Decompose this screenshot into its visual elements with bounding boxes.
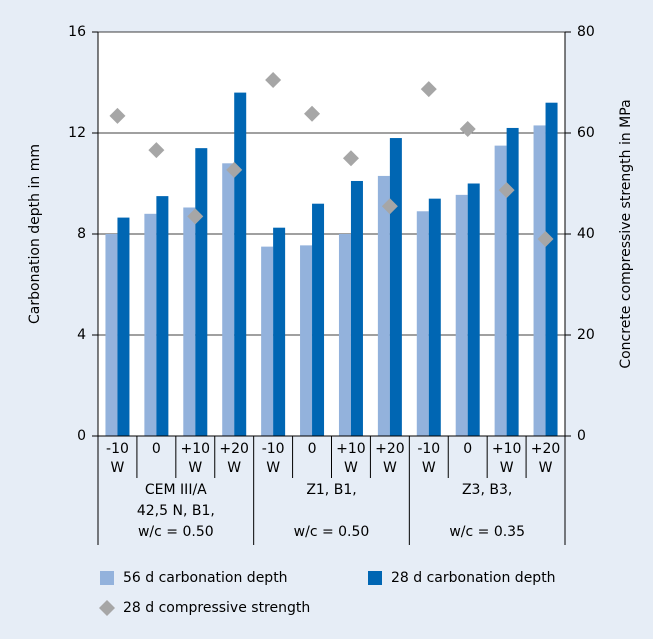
bar xyxy=(506,127,519,436)
y2-tick-label: 0 xyxy=(577,428,586,444)
x-tick-label: +10 W xyxy=(181,441,211,476)
bar xyxy=(183,207,196,436)
bar xyxy=(117,217,130,436)
bar xyxy=(389,138,402,437)
point xyxy=(498,182,515,199)
point xyxy=(148,142,165,159)
y-tick-label: 16 xyxy=(68,24,86,40)
legend-swatch xyxy=(100,571,114,585)
legend-label: 28 d carbonation depth xyxy=(391,570,556,586)
group-label: w/c = 0.50 xyxy=(294,524,370,540)
x-tick-label: -10 W xyxy=(106,441,129,476)
x-tick-label: +10 W xyxy=(492,441,522,476)
group-label: CEM III/A xyxy=(145,482,207,498)
legend-swatch xyxy=(368,571,382,585)
y2-tick-label: 80 xyxy=(577,24,595,40)
bar xyxy=(416,211,429,436)
x-tick-label: -10 W xyxy=(417,441,440,476)
bar xyxy=(144,213,157,436)
x-tick-label: +20 W xyxy=(219,441,249,476)
point xyxy=(459,120,476,137)
bar xyxy=(545,102,558,436)
y-tick-label: 0 xyxy=(77,428,86,444)
x-tick-label: 0 xyxy=(152,441,161,457)
y2-tick-label: 60 xyxy=(577,125,595,141)
point xyxy=(342,150,359,167)
bar xyxy=(312,203,325,436)
y-tick-label: 12 xyxy=(68,125,86,141)
group-label: w/c = 0.50 xyxy=(138,524,214,540)
x-tick-label: 0 xyxy=(308,441,317,457)
x-tick-label: 0 xyxy=(463,441,472,457)
bar xyxy=(300,245,313,436)
x-tick-label: +10 W xyxy=(336,441,366,476)
bar xyxy=(428,198,441,436)
bar xyxy=(105,234,118,436)
y2-tick-label: 40 xyxy=(577,226,595,242)
bar xyxy=(467,183,480,436)
bar xyxy=(195,148,208,436)
bar xyxy=(234,92,247,436)
group-label: w/c = 0.35 xyxy=(449,524,525,540)
legend-swatch xyxy=(99,600,115,616)
x-tick-label: +20 W xyxy=(375,441,405,476)
point xyxy=(109,107,126,124)
group-label: Z3, B3, xyxy=(462,482,512,498)
point xyxy=(187,208,204,225)
y-axis-title: Carbonation depth in mm xyxy=(27,144,43,324)
x-tick-label: +20 W xyxy=(531,441,561,476)
y2-axis-title: Concrete compressive strength in MPa xyxy=(618,99,634,368)
y-tick-label: 4 xyxy=(77,327,86,343)
bar xyxy=(222,163,235,437)
group-label: Z1, B1, xyxy=(306,482,356,498)
bar xyxy=(338,234,351,436)
legend-label: 56 d carbonation depth xyxy=(123,570,288,586)
bar xyxy=(156,196,169,436)
bar xyxy=(273,227,286,436)
point xyxy=(265,71,282,88)
bar xyxy=(494,145,507,436)
point xyxy=(381,198,398,215)
bar xyxy=(350,180,363,436)
group-label: 42,5 N, B1, xyxy=(137,503,215,519)
point xyxy=(537,231,554,248)
point xyxy=(420,81,437,98)
bar xyxy=(455,194,468,436)
bar xyxy=(377,175,390,437)
x-tick-label: -10 W xyxy=(262,441,285,476)
bar xyxy=(533,125,546,437)
y-tick-label: 8 xyxy=(77,226,86,242)
bar xyxy=(261,246,274,436)
legend-label: 28 d compressive strength xyxy=(123,600,310,616)
point xyxy=(226,161,243,178)
point xyxy=(304,105,321,122)
y2-tick-label: 20 xyxy=(577,327,595,343)
